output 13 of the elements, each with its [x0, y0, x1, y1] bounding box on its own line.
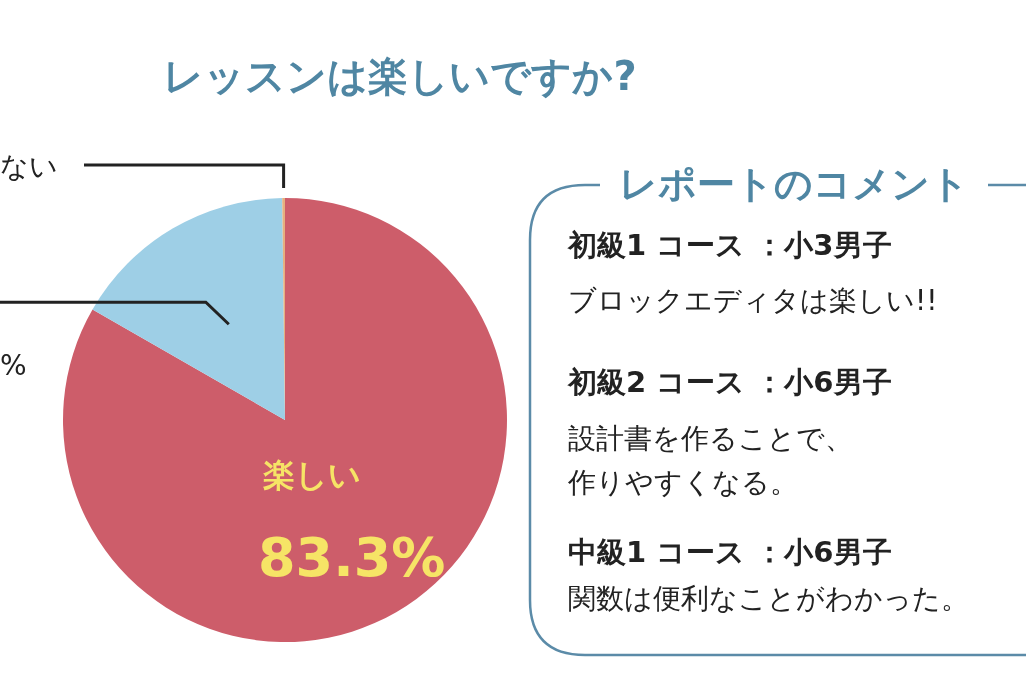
text: 初級2 コース ：小6男子 — [567, 365, 892, 399]
data-label: 83.3% — [258, 525, 446, 589]
text: % — [0, 349, 27, 382]
text: 作りやすくなる。 — [567, 466, 798, 499]
text: 設計書を作ることで、 — [568, 422, 853, 455]
chart-title: レッスンは楽しいですか? — [163, 53, 637, 99]
text: 関数は便利なことがわかった。 — [568, 582, 969, 615]
slice-label: 楽しい — [261, 455, 361, 494]
text: 中級1 コース ：小6男子 — [568, 535, 892, 569]
text: 初級1 コース ：小3男子 — [567, 228, 892, 262]
slice-label: ない — [0, 150, 58, 183]
text: ブロックエディタは楽しい!! — [568, 284, 938, 317]
text: レポートのコメント — [619, 162, 969, 206]
